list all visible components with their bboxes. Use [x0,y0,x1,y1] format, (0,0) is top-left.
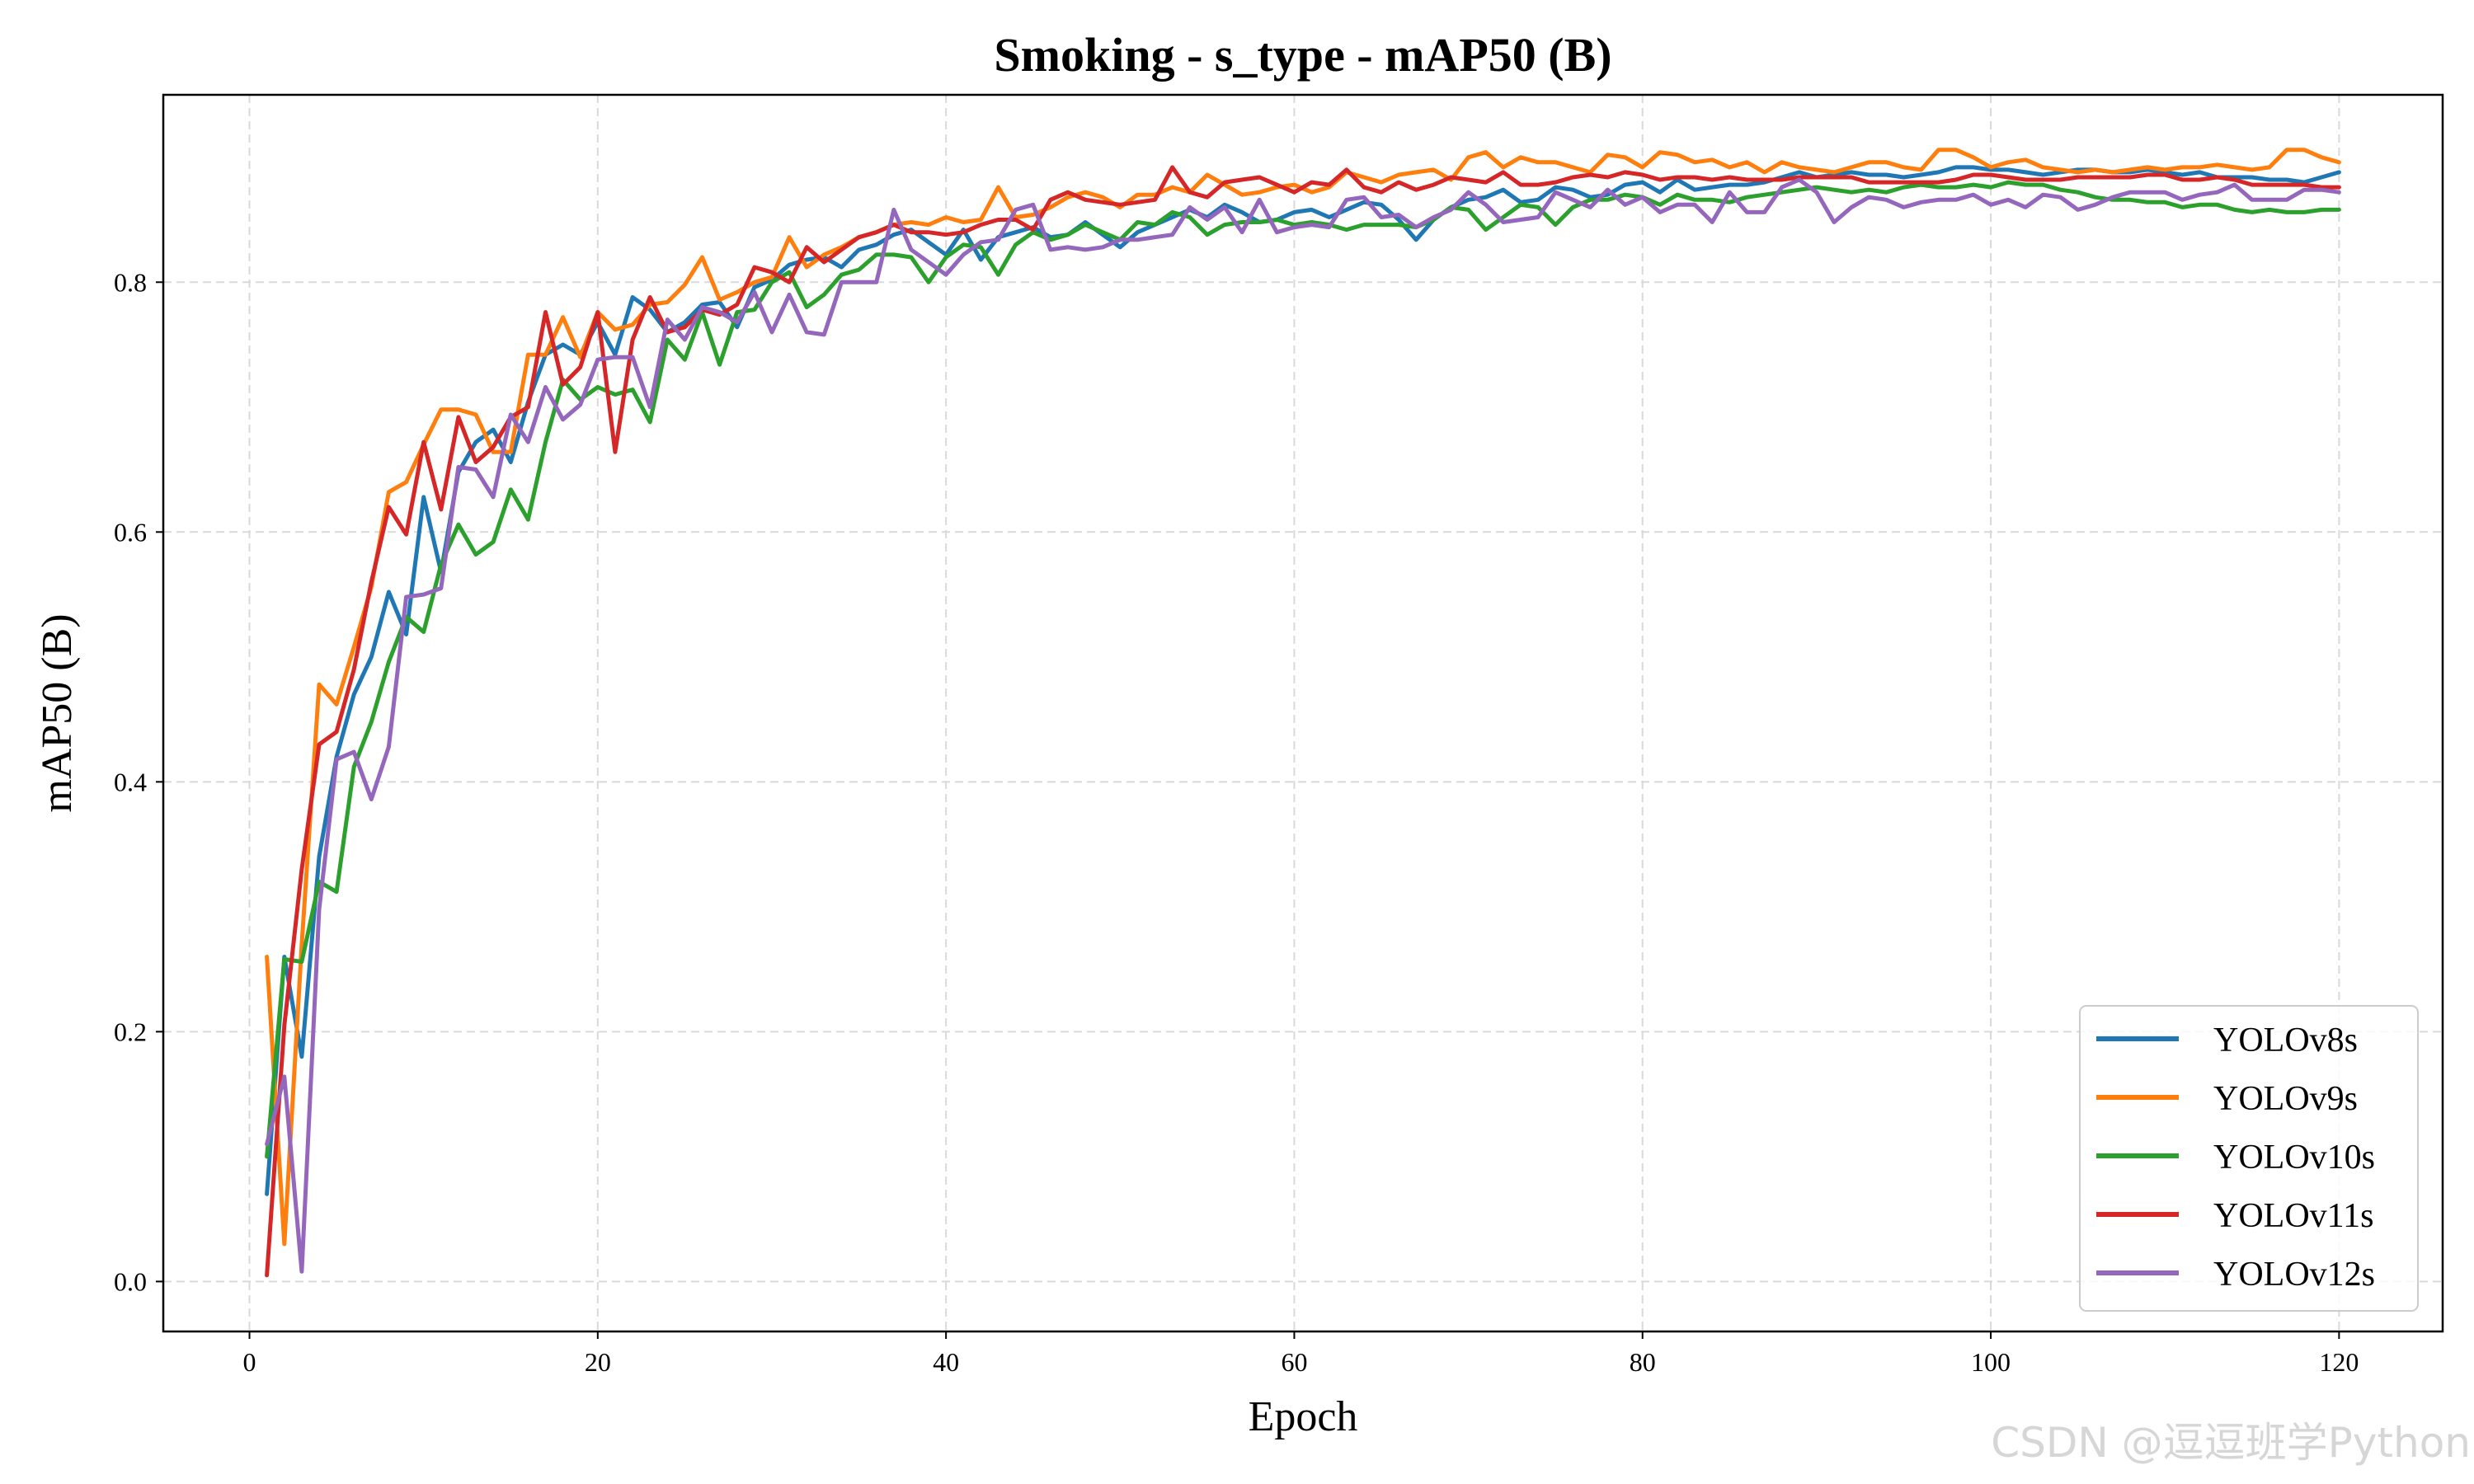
legend-label-yolov12s: YOLOv12s [2213,1256,2375,1294]
x-tick-label: 20 [585,1347,611,1377]
y-tick-label: 0.4 [114,767,147,796]
chart-title: Smoking - s_type - mAP50 (B) [994,28,1611,82]
y-tick-label: 0.8 [114,267,147,297]
x-tick-label: 100 [1971,1347,2011,1377]
x-tick-label: 0 [243,1347,256,1377]
watermark: CSDN @逗逗班学Python [1991,1419,2471,1467]
legend-label-yolov8s: YOLOv8s [2213,1021,2358,1059]
grid [163,95,2443,1331]
series-lines [265,148,2341,1278]
legend: YOLOv8s YOLOv9s YOLOv10s YOLOv11s YOLOv12s [2079,1005,2419,1312]
y-tick-label: 0.6 [114,517,147,547]
x-axis-label: Epoch [1249,1393,1358,1440]
plot-frame [162,93,2444,1333]
legend-label-yolov11s: YOLOv11s [2213,1197,2373,1235]
legend-label-yolov9s: YOLOv9s [2213,1080,2358,1118]
legend-box [2079,1005,2419,1312]
x-axis-ticks: 0 20 40 60 80 100 120 [243,1331,2359,1377]
x-tick-label: 120 [2319,1347,2359,1377]
y-tick-label: 0.0 [114,1266,147,1296]
series-line-yolov10s [265,180,2341,1159]
legend-label-yolov10s: YOLOv10s [2213,1139,2375,1176]
x-tick-label: 80 [1630,1347,1656,1377]
y-axis-ticks: 0.0 0.2 0.4 0.6 0.8 [114,267,163,1296]
series-line-yolov8s [265,165,2341,1196]
series-line-yolov12s [265,177,2341,1274]
y-tick-label: 0.2 [114,1017,147,1046]
y-axis-label: mAP50 (B) [34,613,81,812]
series-line-yolov11s [265,165,2341,1278]
x-tick-label: 40 [933,1347,959,1377]
x-tick-label: 60 [1281,1347,1307,1377]
